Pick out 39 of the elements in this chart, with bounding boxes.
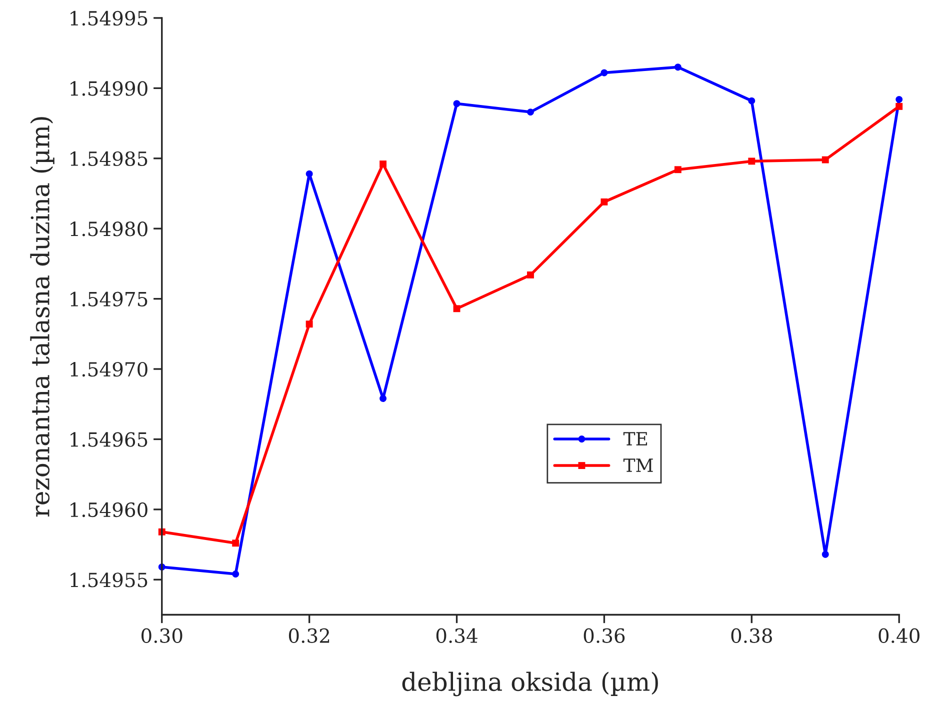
x-axis-title: debljina oksida (µm) (402, 672, 658, 696)
y-tick-label: 1.54975 (70, 292, 148, 306)
x-tick-label: 0.38 (731, 628, 772, 643)
point (674, 64, 682, 71)
y-tick-label: 1.54955 (70, 572, 148, 588)
point (896, 96, 903, 103)
point (600, 198, 608, 206)
x-tick-label: 0.36 (584, 628, 625, 643)
point (896, 102, 903, 110)
point (380, 395, 387, 402)
point (380, 160, 387, 168)
y-tick-label: 1.54970 (70, 362, 148, 377)
point (674, 166, 682, 174)
x-tick-label: 0.30 (142, 628, 182, 643)
point (306, 170, 313, 178)
point (453, 305, 460, 312)
y-tick-label: 1.54960 (70, 502, 148, 518)
point (822, 550, 829, 558)
y-tick-label: 1.54995 (70, 10, 148, 26)
point (232, 540, 240, 547)
point (306, 320, 313, 328)
point (453, 100, 460, 108)
y-tick-label: 1.54985 (70, 151, 148, 166)
point (527, 108, 534, 116)
point (600, 69, 608, 76)
point (232, 570, 240, 578)
x-tick-label: 0.40 (878, 628, 920, 643)
y-tick-label: 1.54965 (70, 432, 148, 447)
y-tick-label: 1.54980 (70, 222, 148, 236)
point (822, 156, 829, 164)
legend-label: TM (623, 458, 653, 472)
y-tick-label: 1.54990 (70, 81, 148, 96)
point (748, 158, 756, 165)
y-axis-title: rezonantna talasna duzina (µm) (30, 117, 54, 517)
point (527, 271, 534, 278)
point (748, 97, 756, 104)
x-tick-label: 0.34 (436, 628, 478, 643)
legend-label: TE (623, 432, 648, 446)
x-tick-label: 0.32 (288, 628, 330, 643)
